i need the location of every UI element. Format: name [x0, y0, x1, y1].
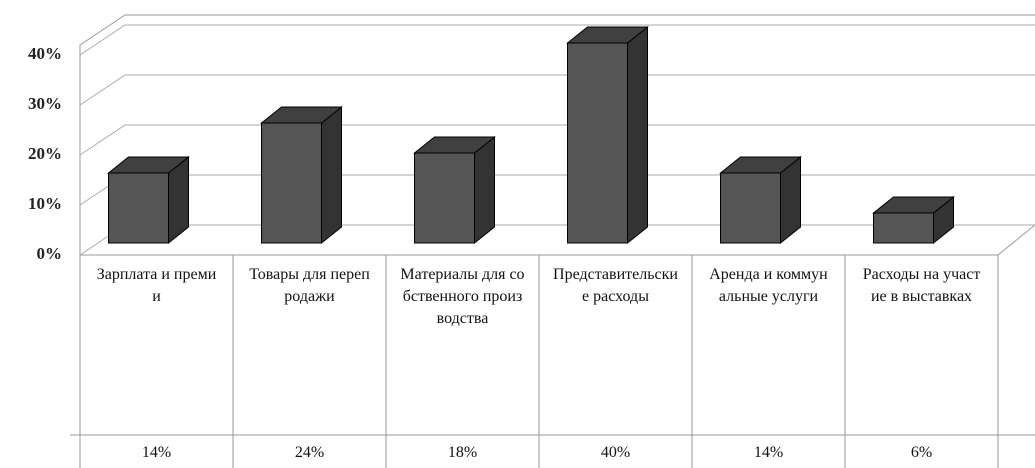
y-tick-label: 30% — [28, 94, 62, 113]
bar — [260, 105, 343, 245]
grid-line — [79, 24, 1035, 56]
x-tick-label: Аренда и коммунальные услуги — [709, 266, 828, 305]
data-label: 40% — [600, 444, 631, 461]
data-label: 6% — [910, 444, 933, 461]
bar-face — [108, 172, 169, 244]
x-tick-label: Расходы на участие в выставках — [862, 266, 981, 305]
grid-line — [79, 124, 1035, 156]
bar-face — [414, 152, 475, 244]
bar-face — [474, 135, 495, 245]
bar — [719, 155, 802, 245]
bar-face — [720, 172, 781, 244]
bar-face — [321, 105, 342, 245]
y-tick-label: 0% — [37, 244, 63, 263]
x-tick-label: Товары для перепродажи — [249, 266, 370, 305]
data-label: 24% — [294, 444, 325, 461]
bar-face — [873, 212, 934, 244]
bar — [413, 135, 496, 245]
y-tick-label: 20% — [28, 144, 62, 163]
data-label: 14% — [753, 444, 784, 461]
bar — [107, 155, 190, 245]
data-label: 18% — [447, 444, 478, 461]
x-tick-label: Зарплата и премии — [96, 266, 217, 305]
bar-face — [627, 25, 648, 245]
x-tick-label: Представительские расходы — [553, 266, 678, 305]
y-tick-label: 10% — [28, 194, 62, 213]
x-tick-label: Материалы для собственного производства — [400, 266, 525, 327]
y-tick-label: 40% — [28, 44, 62, 63]
data-label: 14% — [141, 444, 172, 461]
bar — [566, 25, 649, 245]
bar — [872, 195, 955, 245]
wall — [79, 14, 1035, 255]
grid-line — [79, 74, 1035, 106]
bar-face — [261, 122, 322, 244]
bar-face — [567, 42, 628, 244]
